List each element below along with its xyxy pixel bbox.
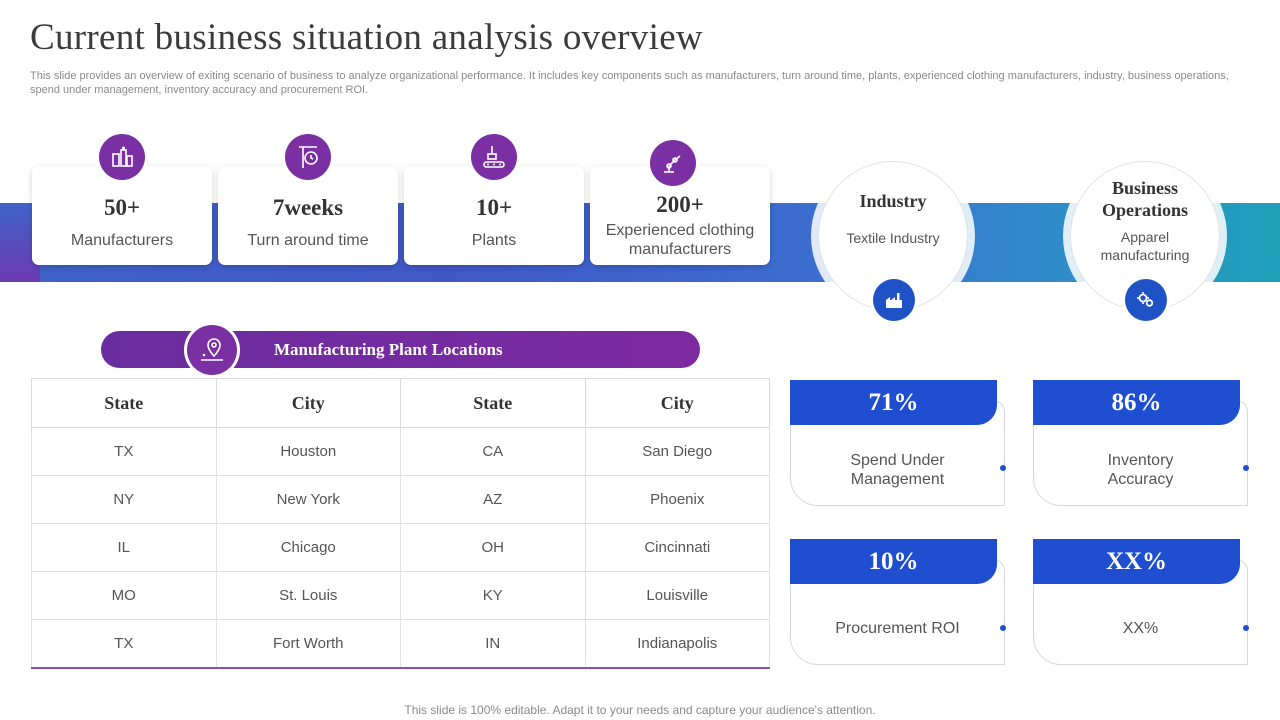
locations-table: State City State City TX Houston CA San …: [31, 378, 770, 669]
kpi-header: 10%: [790, 539, 997, 584]
kpi-dot: [1243, 625, 1249, 631]
table-row: IL Chicago OH Cincinnati: [31, 523, 770, 572]
table-row: NY New York AZ Phoenix: [31, 475, 770, 524]
table-cell: IN: [400, 619, 586, 669]
table-cell: MO: [31, 571, 217, 620]
column-header: City: [215, 378, 401, 428]
column-header: State: [400, 378, 586, 428]
kpi-procurement-roi: 10% Procurement ROI: [790, 539, 1006, 665]
slide-title: Current business situation analysis over…: [30, 17, 703, 58]
table-cell: Chicago: [215, 523, 401, 572]
robot-arm-icon: [650, 140, 696, 186]
kpi-label: Inventory Accuracy: [1107, 452, 1174, 488]
table-cell: TX: [31, 619, 217, 669]
table-cell: St. Louis: [215, 571, 401, 620]
stat-value: 200+: [656, 192, 704, 217]
stat-value: 10+: [475, 195, 513, 220]
kpi-spend-under-management: 71% Spend Under Management: [790, 380, 1006, 506]
info-text: Textile Industry: [846, 230, 940, 246]
table-cell: Houston: [215, 427, 401, 476]
column-header: City: [584, 378, 770, 428]
table-cell: Fort Worth: [215, 619, 401, 669]
table-cell: New York: [215, 475, 401, 524]
factory-icon: [99, 134, 145, 180]
table-row: MO St. Louis KY Louisville: [31, 571, 770, 620]
slide-subtitle: This slide provides an overview of exiti…: [30, 70, 1229, 96]
footer-note: This slide is 100% editable. Adapt it to…: [404, 703, 876, 717]
kpi-value: 71%: [868, 389, 919, 416]
stat-label: Manufacturers: [70, 232, 174, 249]
info-heading: Business Operations: [1101, 178, 1188, 220]
kpi-dot: [1243, 465, 1249, 471]
table-cell: Cincinnati: [584, 523, 770, 572]
table-header-row: State City State City: [31, 378, 770, 428]
table-row: TX Fort Worth IN Indianapolis: [31, 619, 770, 669]
stat-value: 7weeks: [272, 195, 344, 220]
kpi-value: 86%: [1111, 389, 1162, 416]
conveyor-icon: [471, 134, 517, 180]
table-cell: AZ: [400, 475, 586, 524]
table-cell: Indianapolis: [584, 619, 770, 669]
info-circle-business-operations: Business Operations Apparel manufacturin…: [1071, 162, 1219, 310]
gears-icon: [1125, 279, 1167, 321]
stat-card-manufacturers: 50+ Manufacturers: [32, 166, 212, 265]
table-cell: TX: [31, 427, 217, 476]
table-cell: San Diego: [584, 427, 770, 476]
kpi-label: XX%: [1122, 620, 1159, 637]
table-cell: NY: [31, 475, 217, 524]
kpi-header: XX%: [1033, 539, 1240, 584]
kpi-dot: [1000, 465, 1006, 471]
column-header: State: [31, 378, 217, 428]
table-cell: KY: [400, 571, 586, 620]
industry-icon: [873, 279, 915, 321]
location-pin-icon: [187, 325, 237, 375]
table-cell: OH: [400, 523, 586, 572]
info-text: Apparel manufacturing: [1100, 229, 1190, 263]
stat-card-plants: 10+ Plants: [404, 166, 584, 265]
kpi-header: 71%: [790, 380, 997, 425]
kpi-value: XX%: [1105, 548, 1168, 575]
table-cell: Louisville: [584, 571, 770, 620]
kpi-placeholder: XX% XX%: [1033, 539, 1249, 665]
stat-label: Plants: [471, 232, 517, 249]
kpi-label: Procurement ROI: [835, 620, 960, 637]
kpi-dot: [1000, 625, 1006, 631]
locations-title: Manufacturing Plant Locations: [274, 340, 503, 359]
stat-card-turnaround: 7weeks Turn around time: [218, 166, 398, 265]
kpi-header: 86%: [1033, 380, 1240, 425]
stat-label: Turn around time: [247, 232, 369, 249]
table-cell: IL: [31, 523, 217, 572]
info-heading: Industry: [859, 191, 927, 211]
kpi-label: Spend Under Management: [850, 452, 945, 488]
kpi-value: 10%: [868, 548, 919, 575]
stat-value: 50+: [103, 195, 141, 220]
table-cell: Phoenix: [584, 475, 770, 524]
kpi-inventory-accuracy: 86% Inventory Accuracy: [1033, 380, 1249, 506]
clock-sign-icon: [285, 134, 331, 180]
stat-label: Experienced clothing manufacturers: [605, 222, 755, 258]
stat-card-experienced: 200+ Experienced clothing manufacturers: [590, 166, 770, 265]
table-row: TX Houston CA San Diego: [31, 427, 770, 476]
table-cell: CA: [400, 427, 586, 476]
